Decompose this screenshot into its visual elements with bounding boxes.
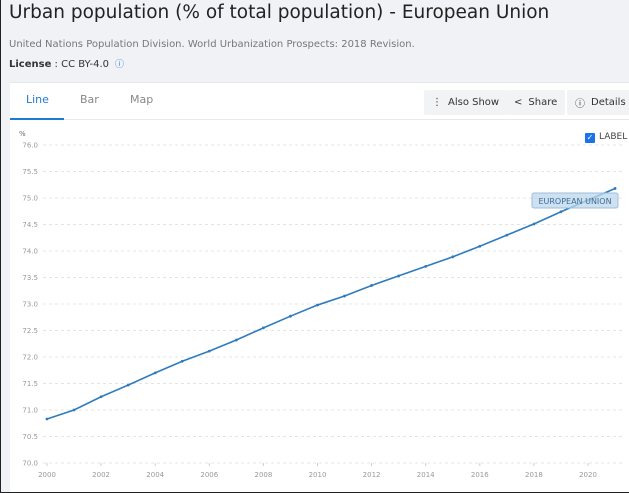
y-tick-label: 74.5	[22, 221, 38, 229]
share-icon: <	[514, 97, 523, 108]
details-label: Details	[591, 97, 626, 108]
y-tick-label: 70.5	[22, 433, 38, 441]
tab-map[interactable]: Map	[130, 93, 154, 106]
details-button[interactable]: ⓘ Details	[567, 90, 629, 115]
active-tab-indicator	[10, 118, 64, 120]
data-point	[370, 284, 373, 287]
license-value: : CC BY-4.0	[51, 59, 109, 70]
y-tick-label: 70.0	[22, 460, 38, 468]
share-label: Share	[528, 97, 558, 108]
x-tick-label: 2020	[579, 471, 597, 479]
x-tick-label: 2004	[146, 471, 164, 479]
data-point	[72, 408, 76, 412]
data-point	[234, 338, 238, 342]
series-label: EUROPEAN UNION	[538, 197, 611, 206]
data-point	[207, 349, 211, 353]
tab-line[interactable]: Line	[26, 93, 49, 106]
data-point	[478, 244, 482, 248]
data-point	[451, 255, 455, 259]
data-point	[45, 417, 49, 421]
label-checkbox[interactable]: ✓	[585, 133, 595, 143]
line-chart: % 70.0 70.5 71.0 71.5 72.0 72.5 73.0 73.5 74.0 74.…	[19, 130, 622, 479]
series-label-box	[531, 192, 619, 209]
license-label: License	[9, 59, 52, 70]
x-tick-label: 2018	[525, 471, 543, 479]
share-button[interactable]: < Share	[506, 90, 566, 115]
data-point	[532, 222, 536, 226]
data-point	[289, 314, 292, 318]
info-icon[interactable]: ⓘ	[115, 60, 125, 70]
y-tick-label: 75.0	[22, 195, 38, 203]
data-point	[505, 233, 509, 237]
tab-bar[interactable]: Bar	[80, 93, 99, 106]
source-text: United Nations Population Division. Worl…	[9, 39, 415, 50]
data-point	[613, 187, 617, 190]
x-tick-label: 2014	[417, 471, 435, 479]
x-tick-label: 2002	[92, 471, 110, 479]
data-point	[262, 326, 265, 330]
y-tick-label: 71.5	[22, 380, 38, 388]
chart-panel: Line Bar Map ⋮ Also Show < Share ⓘ Details …	[10, 82, 629, 492]
y-tick-label: 71.0	[22, 407, 38, 415]
y-tick-label: 75.5	[22, 168, 38, 176]
y-axis-unit: %	[19, 130, 26, 138]
data-point	[99, 395, 103, 399]
also-show-button[interactable]: ⋮ Also Show	[424, 90, 508, 115]
data-point	[153, 371, 157, 375]
x-tick-label: 2000	[38, 471, 56, 479]
y-tick-label: 74.0	[22, 248, 38, 256]
x-tick-label: 2010	[309, 471, 327, 479]
info-icon: ⓘ	[575, 99, 585, 110]
y-tick-label: 73.5	[22, 274, 38, 282]
label-checkbox-label: LABEL	[599, 132, 628, 142]
y-tick-label: 72.5	[22, 327, 38, 335]
data-point	[343, 294, 346, 298]
x-tick-label: 2012	[363, 471, 381, 479]
series-line	[46, 187, 616, 420]
data-point	[559, 210, 563, 214]
data-point	[316, 303, 319, 307]
y-tick-label: 73.0	[22, 301, 38, 309]
chart-tabs: Line Bar Map ⋮ Also Show < Share ⓘ Details	[10, 83, 629, 120]
data-point	[424, 264, 428, 268]
y-tick-label: 72.0	[22, 354, 38, 362]
more-vertical-icon: ⋮	[432, 97, 442, 108]
page-title: Urban population (% of total population)…	[9, 2, 550, 23]
also-show-label: Also Show	[448, 97, 500, 108]
data-point	[397, 274, 401, 278]
license: License : CC BY-4.0 ⓘ	[9, 57, 124, 70]
x-tick-label: 2016	[471, 471, 489, 479]
data-point	[126, 383, 130, 387]
x-tick-label: 2008	[254, 471, 272, 479]
y-tick-label: 76.0	[22, 142, 38, 150]
x-tick-label: 2006	[200, 471, 218, 479]
data-point	[180, 359, 184, 363]
